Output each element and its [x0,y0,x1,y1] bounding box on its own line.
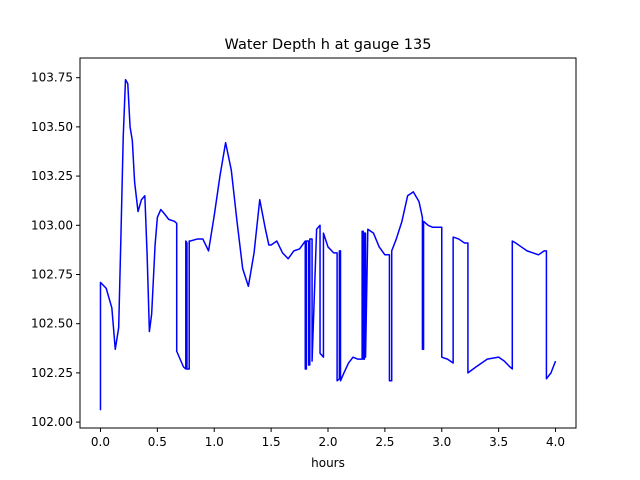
y-tick-label: 102.50 [31,317,73,331]
x-tick-label: 1.5 [262,435,281,449]
x-tick-label: 1.0 [205,435,224,449]
plot-area [99,78,557,411]
series-line-water-depth [99,78,557,411]
y-tick-label: 103.75 [31,71,73,85]
x-tick-label: 0.0 [91,435,110,449]
chart-title: Water Depth h at gauge 135 [225,37,432,53]
y-tick-label: 102.75 [31,267,73,281]
y-tick-label: 103.50 [31,120,73,134]
y-tick-label: 102.25 [31,366,73,380]
y-tick-label: 103.25 [31,169,73,183]
x-tick-label: 3.0 [432,435,451,449]
y-axis-ticks: 102.00 102.25 102.50 102.75 103.00 103.25 103.… [31,71,80,429]
x-tick-label: 2.5 [375,435,394,449]
y-tick-label: 102.00 [31,415,73,429]
x-axis-ticks: 0.0 0.5 1.0 1.5 2.0 2.5 3.0 3.5 4.0 [91,428,565,449]
x-tick-label: 2.0 [318,435,337,449]
x-axis-label: hours [311,456,345,470]
plot-frame [79,57,577,429]
x-tick-label: 4.0 [546,435,565,449]
x-tick-label: 3.5 [489,435,508,449]
x-tick-label: 0.5 [148,435,167,449]
y-tick-label: 103.00 [31,218,73,232]
